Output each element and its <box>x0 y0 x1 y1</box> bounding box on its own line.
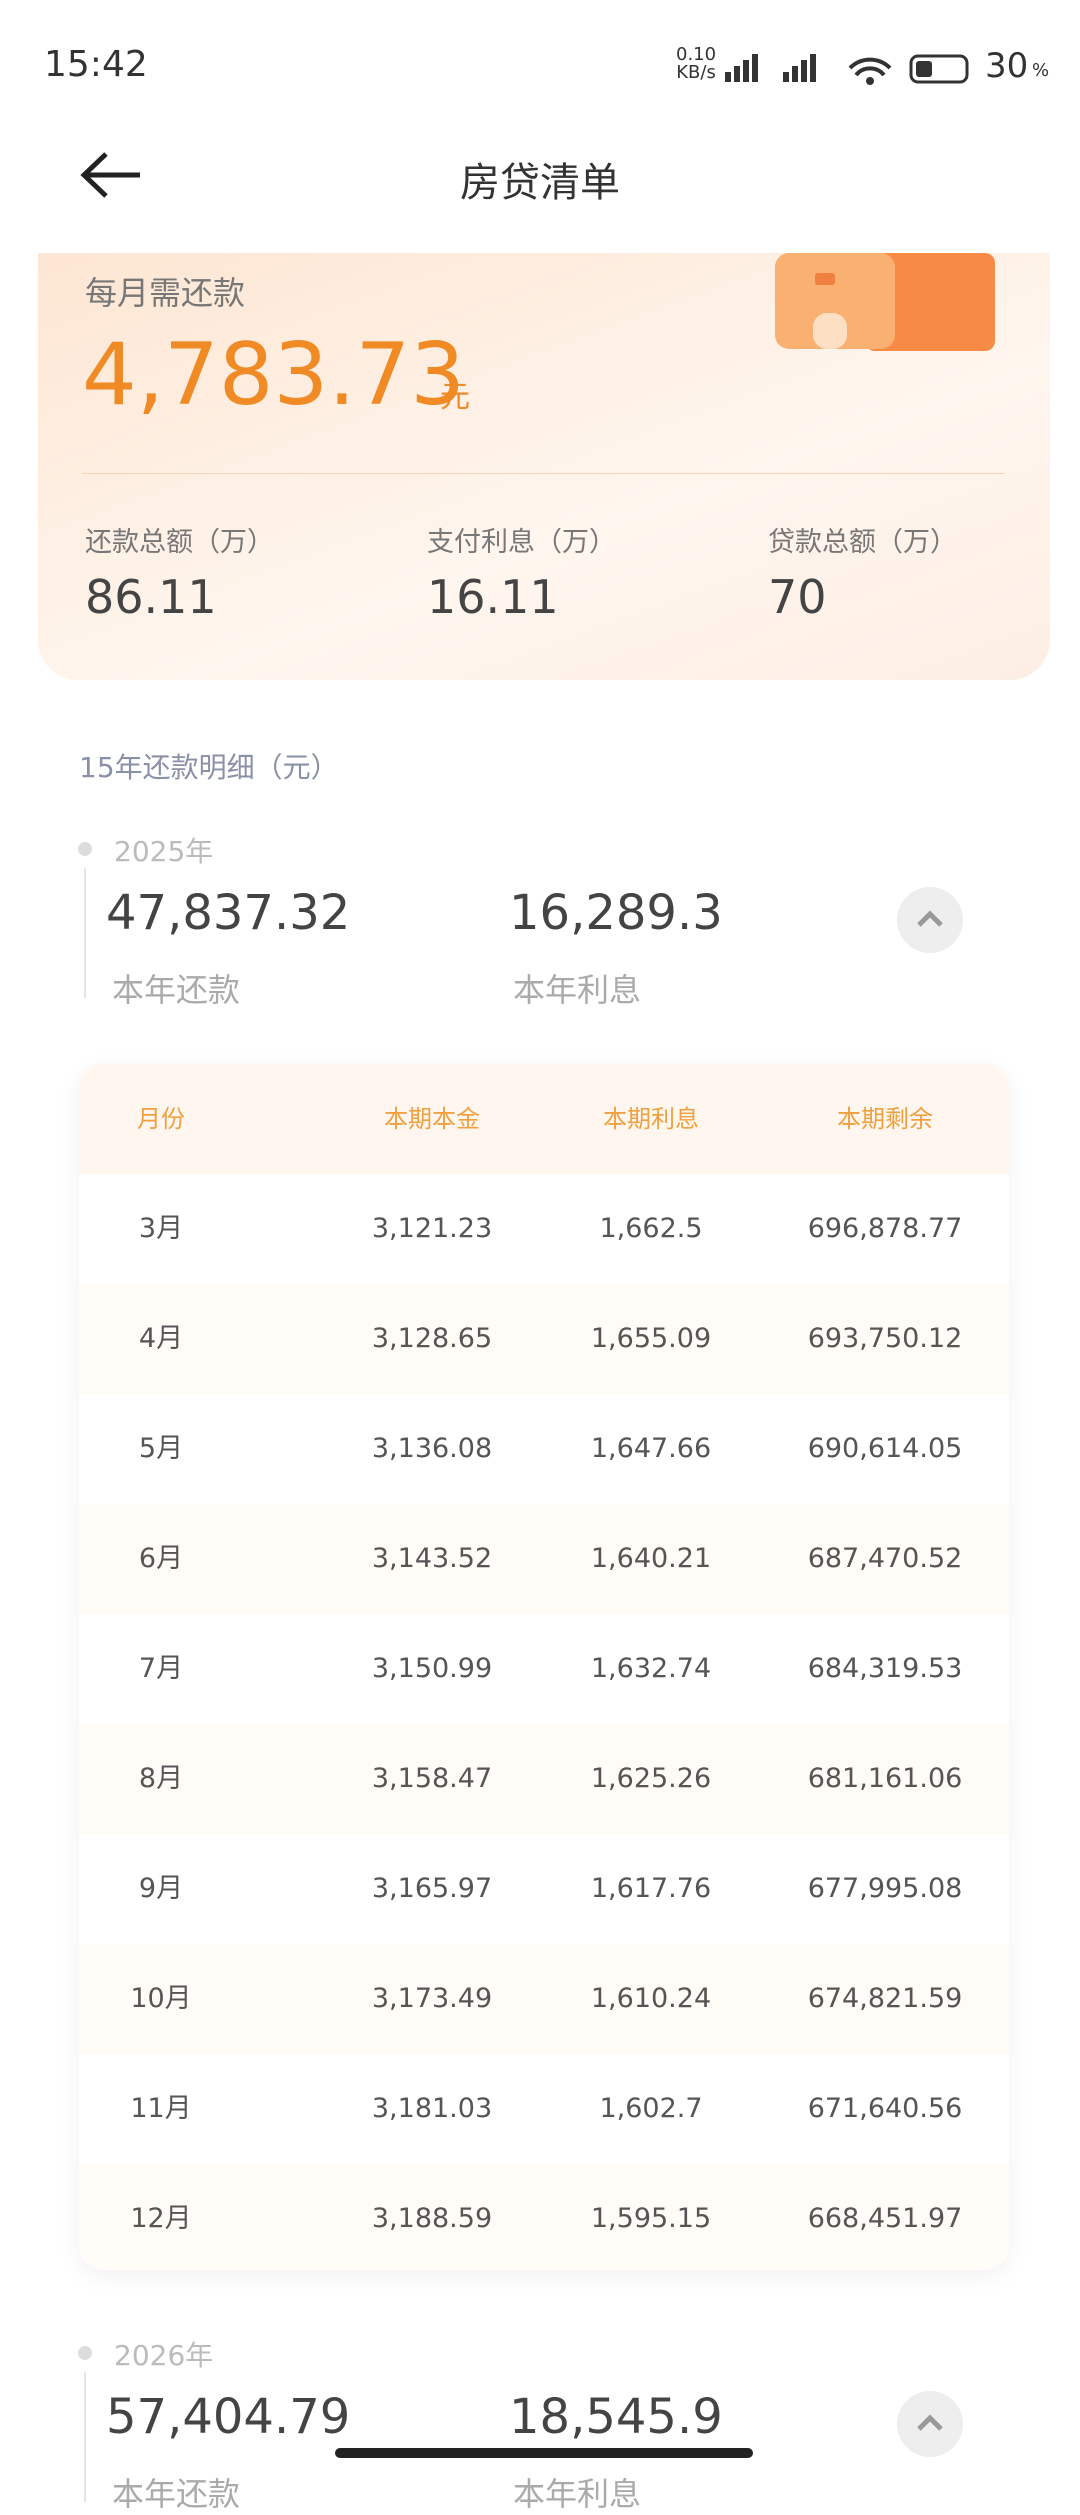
year: 2025年 <box>114 835 214 868</box>
year-interest: 16,289.3 <box>509 885 723 941</box>
table-cell: 10月 <box>130 1983 192 2014</box>
table-row: 11月 3,181.03 1,602.7 671,640.56 <box>79 2054 1009 2164</box>
table-cell: 1,655.09 <box>590 1323 712 1354</box>
table-cell: 8月 <box>138 1763 184 1794</box>
divider <box>82 473 1004 474</box>
table-cell: 1,647.66 <box>590 1433 712 1464</box>
table-cell: 668,451.97 <box>807 2203 963 2234</box>
year-total-label: 本年还款 <box>112 971 241 1009</box>
page-title: 房贷清单 <box>460 160 620 206</box>
speed: 0.10 <box>676 44 717 65</box>
table-cell: 687,470.52 <box>807 1543 963 1574</box>
table-cell: 3,158.47 <box>371 1763 493 1794</box>
collapse-button[interactable] <box>897 2391 963 2457</box>
year-total: 57,404.79 <box>106 2389 351 2445</box>
stat-value: 86.11 <box>85 570 217 624</box>
table-cell: 3,165.97 <box>371 1873 493 1904</box>
stat-value: 16.11 <box>427 570 559 624</box>
table-cell: 3月 <box>138 1213 184 1244</box>
table-cell: 7月 <box>138 1653 184 1684</box>
column-header: 本期利息 <box>603 1105 699 1133</box>
table-cell: 1,595.15 <box>590 2203 712 2234</box>
stat-label: 贷款总额（万） <box>768 527 957 558</box>
table-row: 4月 3,128.65 1,655.09 693,750.12 <box>79 1284 1009 1394</box>
screen: 15:42 0.10 KB/s 30 % 房贷清单 每月需还款 4,783.73 … <box>38 44 1050 2513</box>
table-cell: 674,821.59 <box>807 1983 963 2014</box>
table-cell: 1,617.76 <box>590 1873 712 1904</box>
speed-unit: KB/s <box>676 62 716 83</box>
table-cell: 3,121.23 <box>371 1213 493 1244</box>
table-row: 6月 3,143.52 1,640.21 687,470.52 <box>79 1504 1009 1614</box>
table-cell: 1,662.5 <box>599 1213 703 1244</box>
table-cell: 5月 <box>138 1433 184 1464</box>
table-cell: 690,614.05 <box>807 1433 963 1464</box>
year-interest-label: 本年利息 <box>513 971 642 1009</box>
time: 15:42 <box>44 44 148 85</box>
table-cell: 696,878.77 <box>807 1213 963 1244</box>
table-cell: 6月 <box>138 1543 184 1574</box>
table-row: 9月 3,165.97 1,617.76 677,995.08 <box>79 1834 1009 1944</box>
home-indicator <box>335 2448 753 2458</box>
table-cell: 1,632.74 <box>590 1653 712 1684</box>
column-header: 本期本金 <box>384 1105 480 1133</box>
table-cell: 1,602.7 <box>599 2093 703 2124</box>
year-interest: 18,545.9 <box>509 2389 723 2445</box>
stat-label: 还款总额（万） <box>85 527 274 558</box>
status-icons <box>725 54 969 85</box>
stat-value: 70 <box>768 570 827 624</box>
table-cell: 4月 <box>138 1323 184 1354</box>
table-cell: 9月 <box>138 1873 184 1904</box>
table-row: 12月 3,188.59 1,595.15 668,451.97 <box>79 2164 1009 2270</box>
year-total: 47,837.32 <box>106 885 351 941</box>
year-interest-label: 本年利息 <box>513 2475 642 2513</box>
year-dot <box>78 842 92 856</box>
table-cell: 3,150.99 <box>371 1653 493 1684</box>
column-header: 月份 <box>137 1105 185 1133</box>
table-row: 3月 3,121.23 1,662.5 696,878.77 <box>79 1174 1009 1284</box>
table-cell: 681,161.06 <box>807 1763 963 1794</box>
table-row: 8月 3,158.47 1,625.26 681,161.06 <box>79 1724 1009 1834</box>
monthly-unit: 元 <box>440 380 470 415</box>
table-cell: 3,136.08 <box>371 1433 493 1464</box>
table-cell: 671,640.56 <box>807 2093 963 2124</box>
monthly-label: 每月需还款 <box>85 274 246 312</box>
monthly-value: 4,783.73 <box>82 325 465 425</box>
battery: 30 <box>985 46 1029 86</box>
table-cell: 3,181.03 <box>371 2093 493 2124</box>
chevron <box>917 2414 943 2431</box>
table-cell: 3,143.52 <box>371 1543 493 1574</box>
table-cell: 677,995.08 <box>807 1873 963 1904</box>
back-button[interactable] <box>78 150 144 200</box>
stat-label: 支付利息（万） <box>427 527 616 558</box>
year-total-label: 本年还款 <box>112 2475 241 2513</box>
net-speed: 0.10 KB/s <box>676 46 716 82</box>
table-cell: 3,173.49 <box>371 1983 493 2014</box>
table-cell: 1,610.24 <box>590 1983 712 2014</box>
year-dot <box>78 2346 92 2360</box>
table-cell: 693,750.12 <box>807 1323 963 1354</box>
schedule-table: 月份 本期本金 本期利息 本期剩余 3月 3,121.23 1,662.5 696,878.7… <box>79 1064 1009 2270</box>
chevron <box>917 910 943 927</box>
year: 2026年 <box>114 2339 214 2372</box>
table-cell: 3,128.65 <box>371 1323 493 1354</box>
section-title: 15年还款明细（元） <box>79 751 339 784</box>
table-row: 10月 3,173.49 1,610.24 674,821.59 <box>79 1944 1009 2054</box>
table-cell: 12月 <box>130 2203 192 2234</box>
table-row: 7月 3,150.99 1,632.74 684,319.53 <box>79 1614 1009 1724</box>
year-line <box>84 868 86 998</box>
table-header: 月份 本期本金 本期利息 本期剩余 <box>79 1064 1009 1174</box>
collapse-button[interactable] <box>897 887 963 953</box>
table-cell: 684,319.53 <box>807 1653 963 1684</box>
table-cell: 11月 <box>130 2093 192 2124</box>
column-header: 本期剩余 <box>837 1105 933 1133</box>
year-line <box>84 2372 86 2502</box>
table-row: 5月 3,136.08 1,647.66 690,614.05 <box>79 1394 1009 1504</box>
table-cell: 1,640.21 <box>590 1543 712 1574</box>
table-cell: 3,188.59 <box>371 2203 493 2234</box>
house-icon <box>775 253 995 351</box>
table-cell: 1,625.26 <box>590 1763 712 1794</box>
